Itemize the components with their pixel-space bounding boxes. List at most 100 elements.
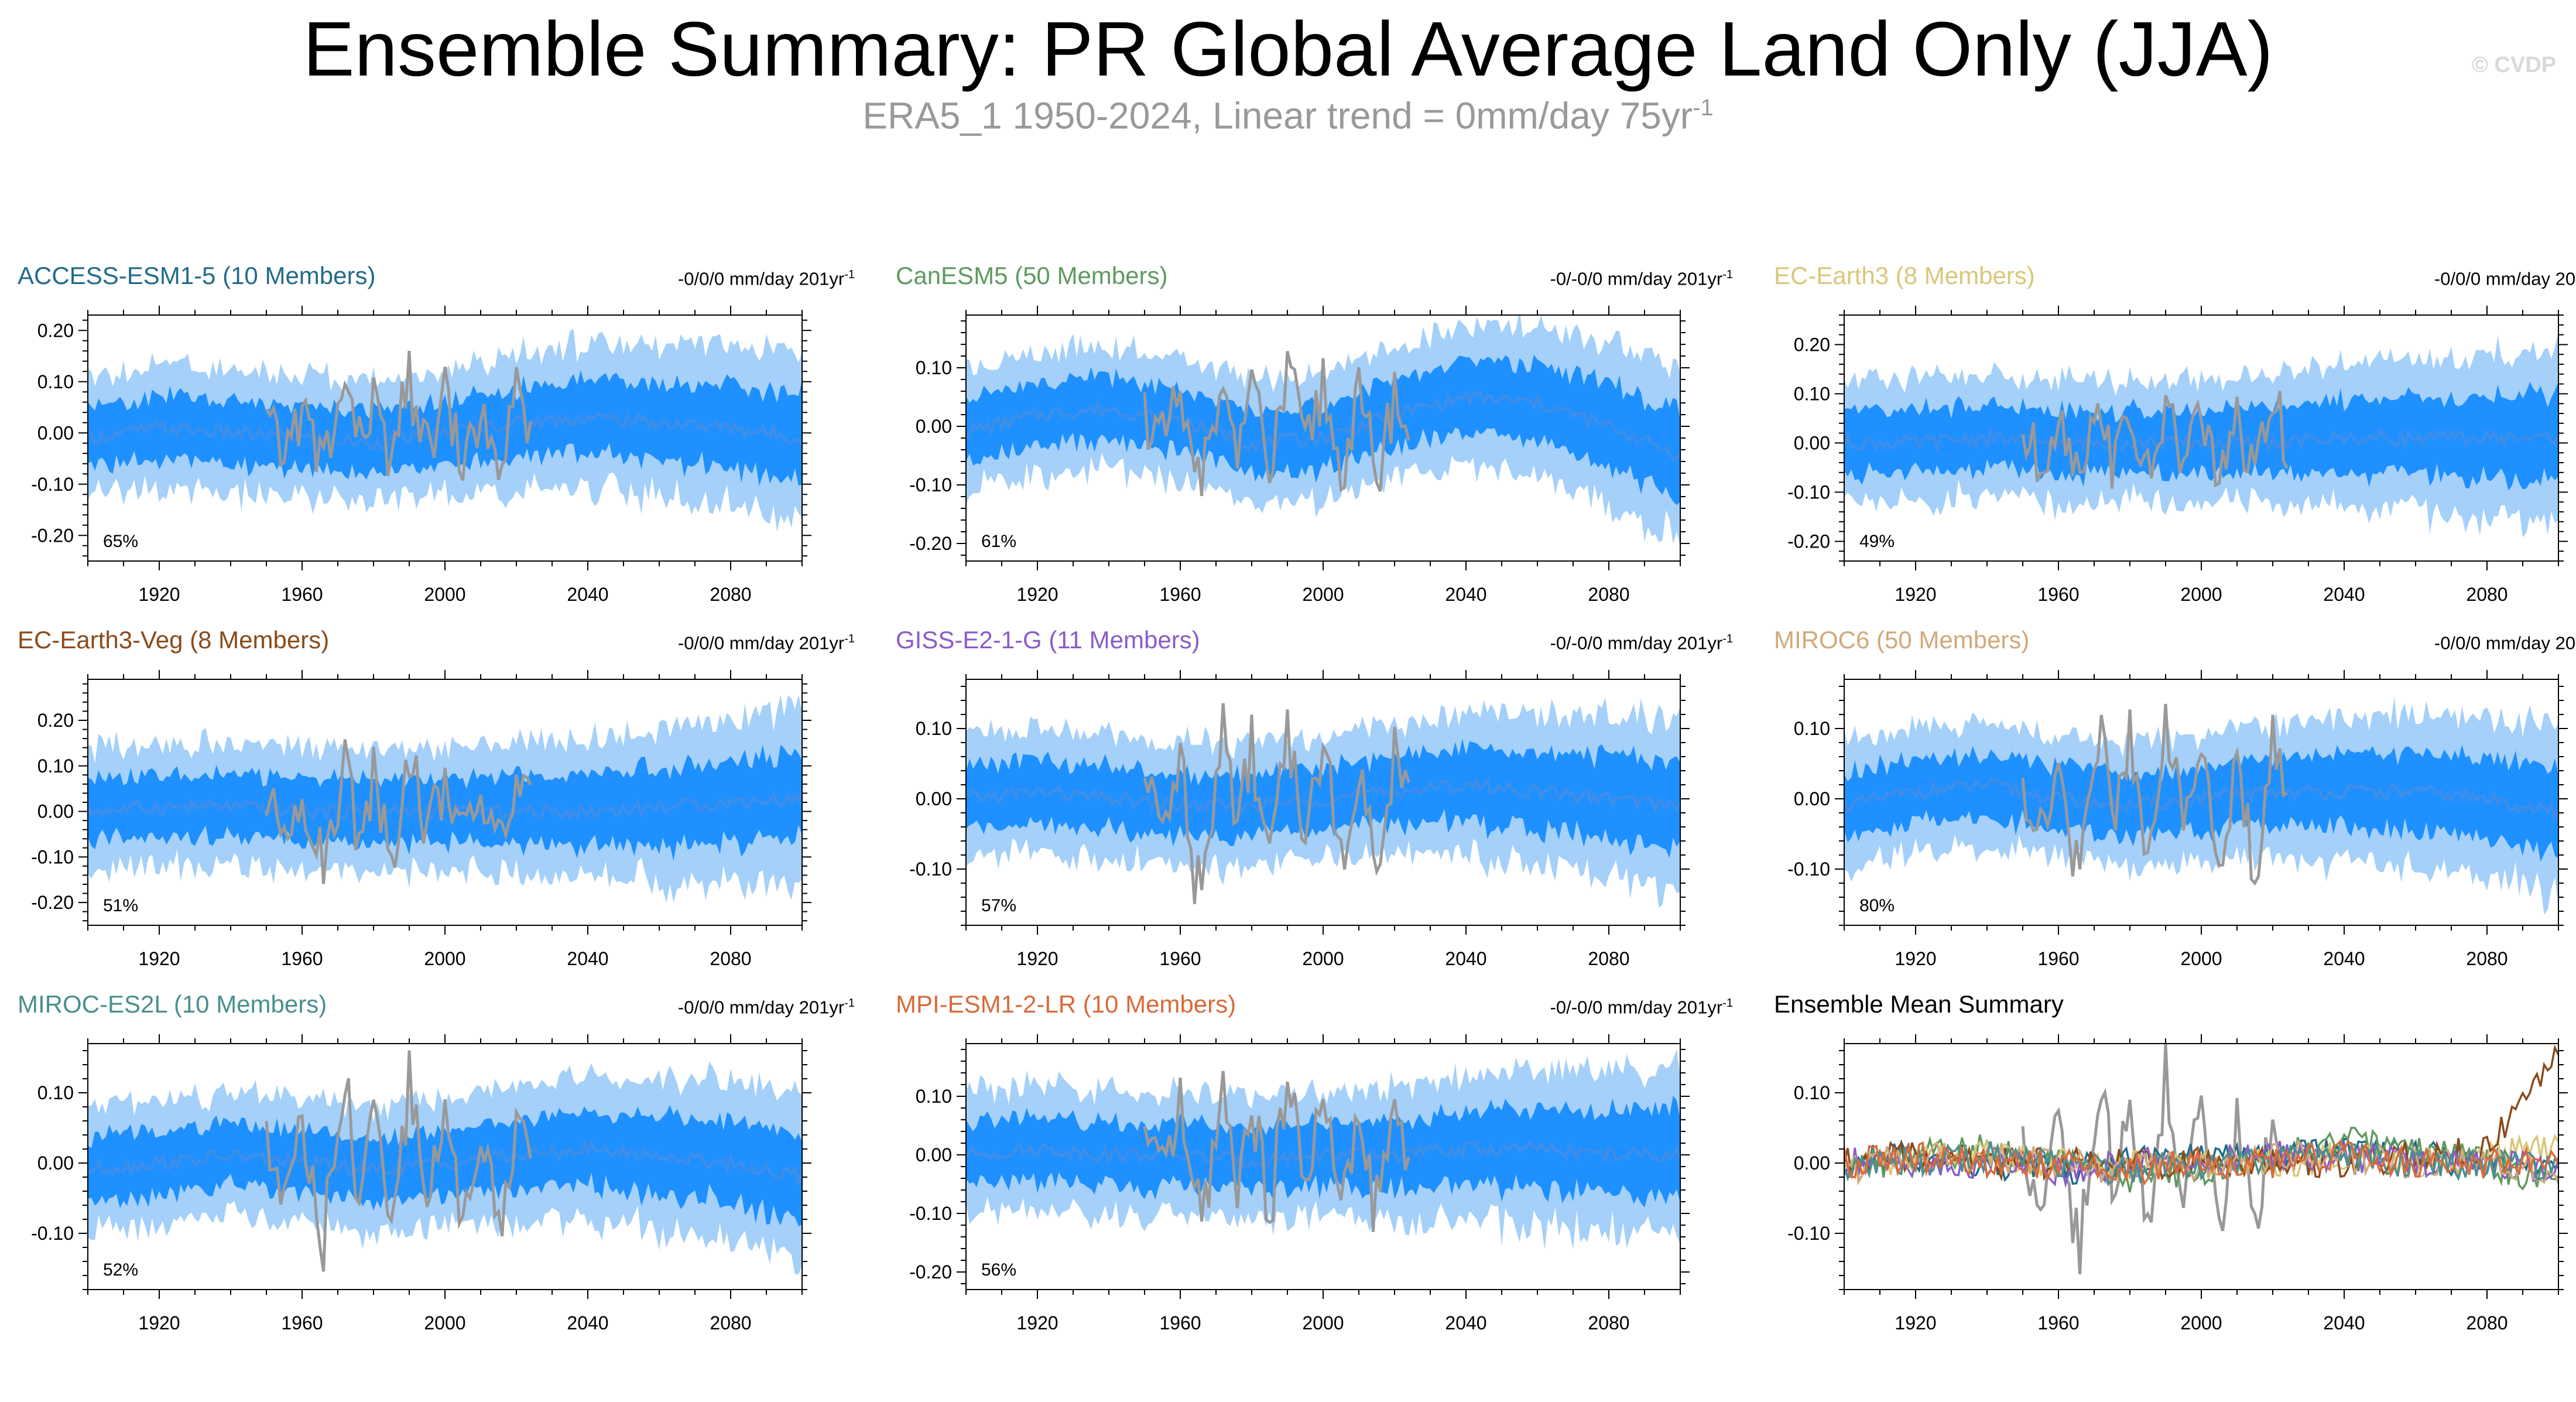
x-tick-label: 2000: [1302, 1312, 1344, 1333]
x-tick-label: 2000: [2180, 584, 2222, 605]
x-tick-label: 2080: [710, 584, 751, 605]
panel-title: ACCESS-ESM1-5 (10 Members): [18, 262, 376, 289]
trend-superscript: -1: [1722, 268, 1733, 281]
trend-text: -0/0/0 mm/day 201yr: [677, 268, 845, 289]
y-tick-label: 0.10: [1794, 383, 1830, 404]
x-tick-label: 2000: [2180, 1312, 2222, 1333]
ensemble-mean-line: [88, 411, 802, 452]
plot-area: [1844, 696, 2558, 915]
x-tick-label: 2000: [1302, 584, 1344, 605]
observation-line: [265, 350, 532, 481]
panel-ec-earth3-veg: 1920 1960 2000 2040 2080 0.20 0.10 0.00 -0.10 -0.…: [12, 628, 855, 1038]
figure-title: Ensemble Summary: PR Global Average Land…: [303, 6, 2273, 92]
x-tick-label: 2080: [2466, 948, 2508, 969]
panel-title: EC-Earth3 (8 Members): [1774, 262, 2035, 289]
x-tick-label: 1960: [1159, 948, 1201, 969]
x-tick-label: 2040: [2323, 584, 2365, 605]
ensemble-mean-line: [88, 790, 802, 824]
figure-subtitle: ERA5_1 1950-2024, Linear trend = 0mm/day…: [0, 95, 2576, 136]
y-tick-label: 0.00: [916, 416, 952, 437]
panel-plot: 1920 1960 2000 2040 2080 0.20 0.10 0.00 -0.10 -0.…: [31, 670, 811, 969]
plot-area: [88, 329, 802, 532]
plot-area: [1844, 330, 2558, 538]
y-tick-label: -0.20: [31, 525, 74, 546]
trend-text: -0/-0/0 mm/day 201yr: [1550, 268, 1723, 289]
observation-line: [1143, 351, 1410, 497]
observation-line: [1143, 1071, 1410, 1232]
x-tick-label: 1960: [281, 584, 323, 605]
percent-label: 52%: [103, 1260, 138, 1280]
y-tick-label: 0.00: [37, 801, 74, 822]
panel-canesm5: 1920 1960 2000 2040 2080 0.10 0.00 -0.10 -0.20 61…: [890, 264, 1733, 673]
panel-trend-label: -0/-0/0 mm/day 201yr-1: [1550, 997, 1733, 1018]
panel-title: MIROC-ES2L (10 Members): [18, 990, 327, 1018]
x-tick-label: 2040: [2323, 1312, 2365, 1333]
y-tick-label: -0.20: [1787, 531, 1830, 552]
ensemble-mean-line: [966, 388, 1680, 461]
panel-trend-label: -0/0/0 mm/day 201yr-1: [2434, 268, 2576, 289]
y-tick-label: -0.10: [1787, 1223, 1830, 1244]
x-tick-label: 2040: [567, 584, 608, 605]
panel-title: CanESM5 (50 Members): [896, 262, 1168, 289]
x-tick-label: 1960: [281, 1312, 323, 1333]
plot-area: [966, 1049, 1680, 1250]
trend-text: -0/-0/0 mm/day 201yr: [1550, 632, 1723, 654]
y-tick-label: -0.20: [909, 1261, 952, 1283]
x-tick-label: 2040: [1445, 584, 1486, 605]
panel-plot: 1920 1960 2000 2040 2080 0.10 0.00 -0.10 -0.20 56…: [909, 1034, 1690, 1333]
percent-label: 51%: [103, 896, 138, 915]
trend-text: -0/0/0 mm/day 201yr: [2434, 268, 2576, 289]
panel-ensemble-mean-summary: 1920 1960 2000 2040 2080 0.10 0.00 -0.10 Ensembl…: [1768, 992, 2576, 1402]
observation-line: [1143, 703, 1410, 904]
observation-line: [265, 1050, 532, 1272]
panel-plot: 1920 1960 2000 2040 2080 0.10 0.00 -0.10: [1787, 1034, 2568, 1333]
x-tick-label: 2080: [1588, 948, 1629, 969]
x-tick-label: 2080: [2466, 1312, 2508, 1333]
ensemble-mean-line: [88, 1138, 802, 1189]
ensemble-mean-line: [1844, 426, 2558, 454]
subtitle-superscript: -1: [1693, 95, 1714, 121]
panel-trend-label: -0/0/0 mm/day 201yr-1: [2434, 632, 2576, 654]
y-tick-label: 0.00: [37, 422, 74, 443]
panel-trend-label: -0/0/0 mm/day 201yr-1: [678, 632, 855, 654]
panel-title: MIROC6 (50 Members): [1774, 626, 2030, 654]
plot-area: [88, 695, 802, 903]
y-tick-label: 0.10: [916, 1086, 952, 1107]
y-tick-label: -0.20: [31, 892, 74, 913]
x-tick-label: 1960: [2037, 948, 2079, 969]
subtitle-text: ERA5_1 1950-2024, Linear trend = 0mm/day…: [862, 94, 1693, 137]
panel-plot: 1920 1960 2000 2040 2080 0.20 0.10 0.00 -0.10 -0.…: [1787, 306, 2568, 605]
x-tick-label: 2040: [567, 1312, 608, 1333]
x-tick-label: 1920: [1895, 1312, 1936, 1333]
ensemble-mean-line: [966, 1140, 1680, 1169]
ensemble-mean-line: [966, 776, 1680, 817]
percent-label: 49%: [1859, 532, 1895, 551]
trend-superscript: -1: [1722, 997, 1733, 1010]
panel-title: GISS-E2-1-G (11 Members): [896, 626, 1200, 654]
inner-spread-band: [966, 354, 1680, 505]
y-tick-label: 0.10: [37, 371, 74, 392]
y-tick-label: 0.10: [1794, 718, 1830, 739]
y-tick-label: 0.00: [1794, 1153, 1830, 1174]
x-tick-label: 1960: [1159, 1312, 1201, 1333]
panel-trend-label: -0/-0/0 mm/day 201yr-1: [1550, 268, 1733, 289]
panel-mpi-esm1-2-lr: 1920 1960 2000 2040 2080 0.10 0.00 -0.10 -0.20 56…: [890, 992, 1733, 1402]
panel-giss-e2-1-g: 1920 1960 2000 2040 2080 0.10 0.00 -0.10 57% GISS…: [890, 628, 1733, 1038]
y-tick-label: -0.10: [909, 859, 952, 880]
inner-spread-band: [88, 744, 802, 861]
y-tick-label: -0.20: [909, 533, 952, 554]
y-tick-label: 0.00: [37, 1153, 74, 1174]
x-tick-label: 2000: [424, 1312, 465, 1333]
trend-superscript: -1: [1722, 632, 1733, 645]
y-tick-label: 0.10: [1794, 1082, 1830, 1103]
x-tick-label: 2080: [710, 1312, 751, 1333]
x-tick-label: 1920: [138, 948, 180, 969]
y-tick-label: 0.00: [916, 788, 952, 809]
y-tick-label: -0.10: [1787, 481, 1830, 502]
panel-plot: 1920 1960 2000 2040 2080 0.10 0.00 -0.10 57%: [909, 670, 1690, 969]
series-line-mpi-esm1-2-lr: [1844, 1139, 2558, 1186]
x-tick-label: 1920: [1895, 948, 1936, 969]
observation-line: [2021, 391, 2289, 489]
y-tick-label: 0.00: [1794, 432, 1830, 453]
panel-plot: 1920 1960 2000 2040 2080 0.20 0.10 0.00 -0.10 -0.…: [31, 306, 811, 605]
